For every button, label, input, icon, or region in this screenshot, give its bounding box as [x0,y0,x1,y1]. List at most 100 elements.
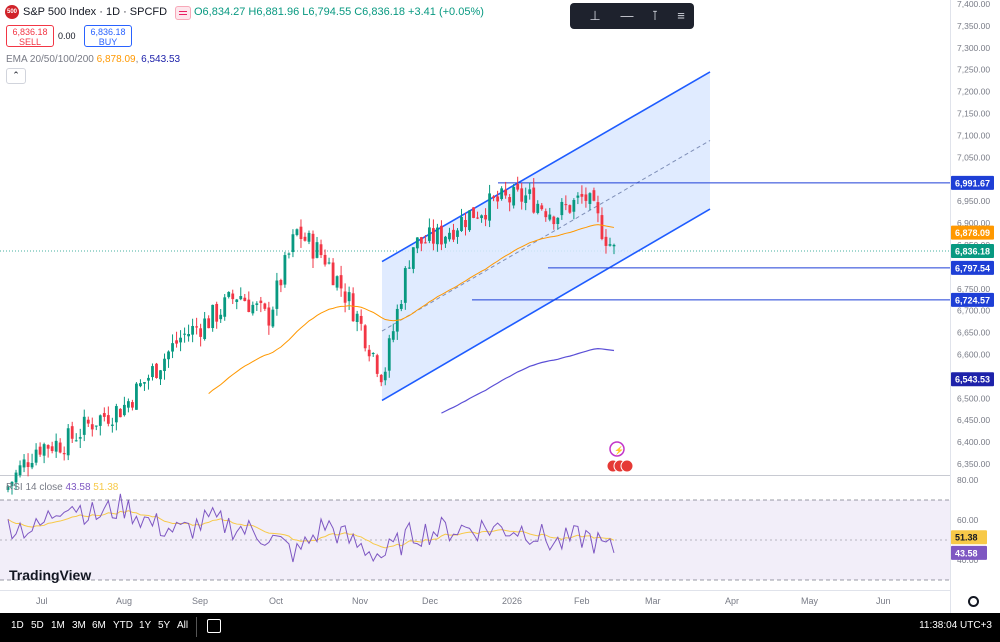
candle-body [279,280,283,286]
candle-body [78,437,82,439]
brand-text: TradingView [9,567,92,583]
price-tick-label: 6,900.00 [957,218,990,228]
candle-body [159,370,162,380]
price-label-text: 6,543.53 [955,375,990,385]
candle-body [187,333,190,337]
symbol-title[interactable]: S&P 500 Index · 1D · SPCFD [23,6,168,18]
candle-body [251,304,255,314]
price-tick-label: 7,050.00 [957,152,990,162]
candle-body [66,428,70,456]
range-3m[interactable]: 3M [72,620,86,631]
time-axis-label: Apr [725,596,739,606]
candle-body [415,237,419,249]
time-axis-label: Nov [352,596,369,606]
price-tick-label: 6,650.00 [957,328,990,338]
time-axis-label: Jul [36,596,48,606]
rsi-legend[interactable]: RSI 14 close 43.58 51.38 [6,482,118,493]
candle-body [540,205,544,210]
candle-body [114,406,118,423]
buy-label: BUY [98,37,118,47]
range-5y[interactable]: 5Y [158,620,171,631]
candle-body [6,486,10,490]
candle-body [275,280,279,309]
collapse-legend-button[interactable]: ⌃ [6,68,26,84]
price-label-text: 6,991.67 [955,178,990,188]
candle-body [411,247,415,269]
vertical-range-icon[interactable]: ⊺ [651,8,659,23]
ema-label: EMA 20/50/100/200 [6,54,94,65]
candle-body [215,303,219,322]
candle-body [536,203,540,213]
menu-lines-icon[interactable]: ≡ [677,8,685,23]
sell-button[interactable]: 6,836.18 SELL [6,25,54,47]
candle-body [38,446,42,455]
range-1y[interactable]: 1Y [139,620,152,631]
horizontal-line-icon[interactable]: — [620,8,634,23]
event-lightning-icon [609,441,625,457]
candle-body [259,300,263,303]
candle-body [468,210,471,231]
lightning-icon: ⚡ [614,445,624,455]
ema200-line [441,348,615,414]
price-tick-label: 7,350.00 [957,21,990,31]
gear-icon[interactable] [968,596,979,607]
index-logo: 500 [5,5,19,19]
candle-body [231,293,235,300]
candle-body [143,382,146,384]
candle-body [363,325,367,349]
price-tick-label: 6,450.00 [957,415,990,425]
buy-button[interactable]: 6,836.18 BUY [84,25,132,47]
range-1d[interactable]: 1D [11,620,24,631]
sell-label: SELL [18,37,42,47]
candle-body [528,189,532,194]
ema-legend[interactable]: EMA 20/50/100/200 6,878.09, 6,543.53 [6,54,181,65]
candle-body [315,242,319,258]
price-tick-label: 6,500.00 [957,393,990,403]
calendar-icon[interactable] [207,619,221,633]
candle-body [175,340,178,344]
time-axis-label: Mar [645,596,661,606]
candle-body [319,244,323,256]
rsi-ma-line [7,510,615,549]
flag-icon[interactable] [175,6,191,20]
candle-body [323,254,327,265]
range-1m[interactable]: 1M [51,620,65,631]
candle-body [500,188,504,200]
price-tick-label: 6,350.00 [957,459,990,469]
clock[interactable]: 11:38:04 UTC+3 [919,620,992,631]
candle-body [74,440,78,442]
candle-body [387,338,391,371]
tradingview-logo[interactable]: TradingView [9,567,91,583]
time-axis-label: Sep [192,596,208,606]
range-6m[interactable]: 6M [92,620,106,631]
price-label-text: 6,797.54 [955,263,990,273]
range-5d[interactable]: 5D [31,620,44,631]
channel-lower-line [381,208,711,402]
candle-body [596,202,600,214]
price-label-icon[interactable]: ⊥ [589,8,601,23]
candle-body [98,415,102,426]
candle-body [26,462,30,467]
candle-body [126,401,130,408]
candle-body [207,318,211,329]
candle-body [580,194,584,197]
candle-body [456,230,459,237]
spread-value: 0.00 [58,31,76,41]
range-all[interactable]: All [177,620,189,631]
candle-body [608,244,612,246]
candle-body [492,196,496,199]
range-ytd[interactable]: YTD [113,620,133,631]
candle-body [42,444,46,456]
drawing-toolbar: ⊥ — ⊺ ≡ [570,3,694,29]
price-tick-label: 6,750.00 [957,284,990,294]
candle-body [311,233,315,259]
candle-body [516,184,520,190]
candle-body [440,225,443,245]
price-label-box [951,244,994,259]
candle-body [243,297,247,302]
candle-body [480,215,483,219]
rsi-label-text: 51.38 [955,533,978,543]
candle-body [199,328,203,337]
candle-body [118,408,122,418]
